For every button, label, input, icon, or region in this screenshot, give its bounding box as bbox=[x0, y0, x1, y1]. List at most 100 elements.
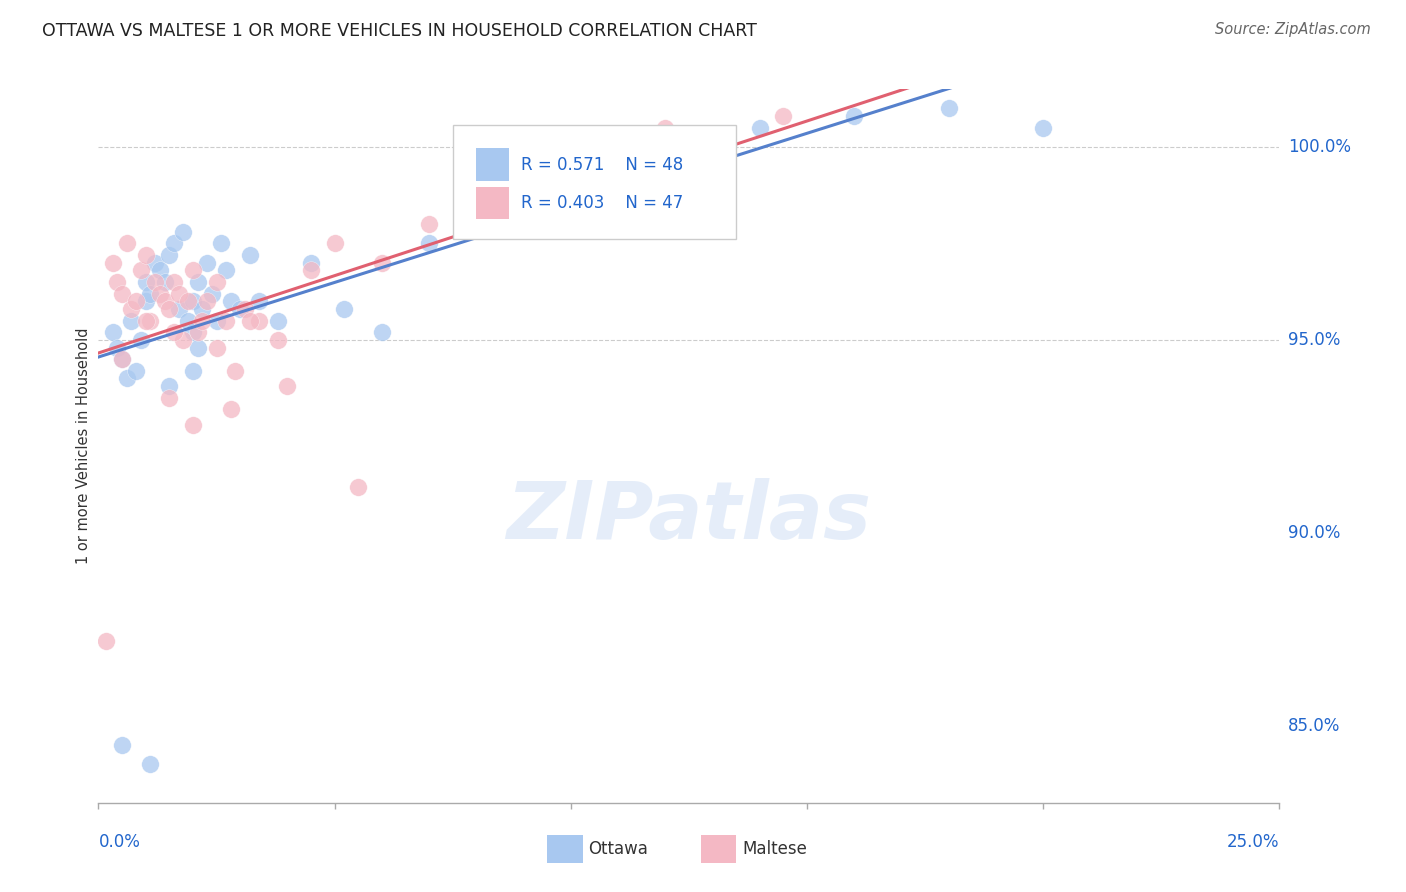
Point bbox=[94, 633, 117, 648]
Point bbox=[418, 217, 440, 231]
Point bbox=[267, 333, 290, 347]
Point bbox=[219, 402, 242, 417]
Point bbox=[371, 256, 394, 270]
Point bbox=[418, 236, 440, 251]
Point bbox=[153, 275, 176, 289]
Point bbox=[233, 301, 256, 316]
Point bbox=[1032, 120, 1054, 135]
Point bbox=[143, 275, 166, 289]
Point bbox=[323, 236, 346, 251]
Point bbox=[129, 333, 152, 347]
Point bbox=[153, 294, 176, 309]
Point bbox=[205, 313, 228, 327]
Text: 95.0%: 95.0% bbox=[1288, 331, 1340, 349]
Point bbox=[191, 301, 214, 316]
Point bbox=[167, 301, 190, 316]
Point bbox=[181, 325, 204, 339]
Text: OTTAWA VS MALTESE 1 OR MORE VEHICLES IN HOUSEHOLD CORRELATION CHART: OTTAWA VS MALTESE 1 OR MORE VEHICLES IN … bbox=[42, 22, 756, 40]
Point bbox=[111, 352, 134, 367]
FancyBboxPatch shape bbox=[700, 835, 737, 863]
Point bbox=[149, 263, 172, 277]
Point bbox=[191, 313, 214, 327]
Text: R = 0.403    N = 47: R = 0.403 N = 47 bbox=[522, 194, 683, 212]
Text: 90.0%: 90.0% bbox=[1288, 524, 1340, 541]
Point bbox=[215, 313, 238, 327]
Point bbox=[215, 263, 238, 277]
Point bbox=[157, 248, 180, 262]
Point bbox=[187, 341, 209, 355]
Point bbox=[101, 325, 124, 339]
Point bbox=[654, 132, 676, 146]
Point bbox=[157, 379, 180, 393]
Text: ZIPatlas: ZIPatlas bbox=[506, 478, 872, 557]
FancyBboxPatch shape bbox=[547, 835, 582, 863]
Point bbox=[654, 120, 676, 135]
Point bbox=[143, 256, 166, 270]
Point bbox=[333, 301, 356, 316]
Point bbox=[139, 313, 162, 327]
Point bbox=[187, 325, 209, 339]
Point bbox=[772, 109, 794, 123]
Point bbox=[536, 178, 558, 193]
Point bbox=[157, 391, 180, 405]
Text: Source: ZipAtlas.com: Source: ZipAtlas.com bbox=[1215, 22, 1371, 37]
Point bbox=[465, 198, 488, 212]
Point bbox=[489, 198, 512, 212]
Point bbox=[229, 301, 252, 316]
FancyBboxPatch shape bbox=[477, 187, 509, 219]
Point bbox=[844, 109, 866, 123]
Point bbox=[181, 263, 204, 277]
Point bbox=[135, 313, 157, 327]
Point bbox=[181, 417, 204, 432]
Text: 25.0%: 25.0% bbox=[1227, 833, 1279, 851]
Point bbox=[187, 275, 209, 289]
Point bbox=[195, 256, 218, 270]
Point bbox=[111, 286, 134, 301]
Point bbox=[125, 364, 148, 378]
Y-axis label: 1 or more Vehicles in Household: 1 or more Vehicles in Household bbox=[76, 327, 91, 565]
Point bbox=[135, 248, 157, 262]
Point bbox=[139, 757, 162, 772]
Point bbox=[105, 341, 128, 355]
Point bbox=[247, 313, 270, 327]
Text: 85.0%: 85.0% bbox=[1288, 716, 1340, 735]
Point bbox=[299, 263, 322, 277]
Point bbox=[181, 294, 204, 309]
Point bbox=[247, 294, 270, 309]
Point bbox=[129, 263, 152, 277]
Point bbox=[239, 248, 262, 262]
FancyBboxPatch shape bbox=[477, 148, 509, 180]
Point bbox=[105, 275, 128, 289]
Point bbox=[347, 479, 370, 493]
Point bbox=[748, 120, 770, 135]
Text: Ottawa: Ottawa bbox=[589, 840, 648, 858]
Point bbox=[163, 236, 186, 251]
Point bbox=[157, 301, 180, 316]
Point bbox=[209, 236, 232, 251]
Point bbox=[201, 286, 224, 301]
Point bbox=[167, 286, 190, 301]
Point bbox=[219, 294, 242, 309]
Point bbox=[172, 225, 194, 239]
Point bbox=[267, 313, 290, 327]
Point bbox=[177, 313, 200, 327]
Point bbox=[195, 294, 218, 309]
FancyBboxPatch shape bbox=[453, 125, 737, 239]
Point bbox=[299, 256, 322, 270]
Point bbox=[139, 286, 162, 301]
Point bbox=[938, 102, 960, 116]
Point bbox=[583, 132, 606, 146]
Point bbox=[149, 286, 172, 301]
Point bbox=[205, 341, 228, 355]
Point bbox=[115, 236, 138, 251]
Point bbox=[276, 379, 298, 393]
Point bbox=[101, 256, 124, 270]
Point bbox=[177, 294, 200, 309]
Point bbox=[163, 325, 186, 339]
Point bbox=[121, 313, 143, 327]
Text: 100.0%: 100.0% bbox=[1288, 138, 1351, 156]
Point bbox=[111, 738, 134, 752]
Point bbox=[135, 294, 157, 309]
Point bbox=[224, 364, 246, 378]
Text: Maltese: Maltese bbox=[742, 840, 807, 858]
